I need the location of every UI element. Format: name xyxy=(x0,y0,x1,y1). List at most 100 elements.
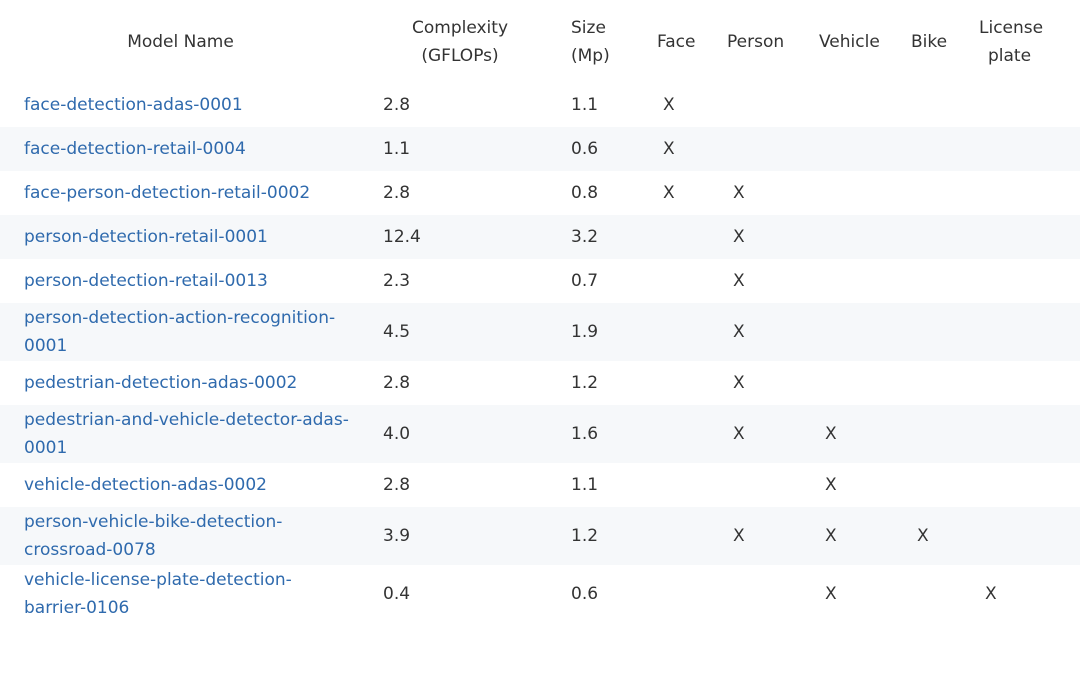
size-cell: 3.2 xyxy=(571,227,599,247)
face-cell xyxy=(657,507,727,565)
vehicle-cell xyxy=(819,259,911,303)
vehicle-cell xyxy=(819,171,911,215)
person-cell: X xyxy=(733,322,745,342)
size-cell: 1.6 xyxy=(571,424,599,444)
table-row: person-vehicle-bike-detection- crossroad… xyxy=(0,507,1080,565)
face-cell xyxy=(657,215,727,259)
person-cell: X xyxy=(733,271,745,291)
model-name-cell: person-detection-retail-0001 xyxy=(0,215,373,259)
model-link[interactable]: face-detection-adas-0001 xyxy=(24,95,243,115)
complexity-cell: 0.4 xyxy=(383,584,411,604)
size-cell: 1.2 xyxy=(571,373,599,393)
bike-cell xyxy=(911,303,979,361)
model-link[interactable]: person-detection-retail-0001 xyxy=(24,227,268,247)
table-row: vehicle-detection-adas-0002 2.8 1.1 X xyxy=(0,463,1080,507)
table-row: face-detection-retail-0004 1.1 0.6 X xyxy=(0,127,1080,171)
model-name-cell: pedestrian-detection-adas-0002 xyxy=(0,361,373,405)
person-cell: X xyxy=(733,183,745,203)
table-header: Model Name Complexity (GFLOPs) Size (Mp)… xyxy=(0,0,1080,83)
header-license-plate: License plate xyxy=(979,17,1044,66)
license-plate-cell xyxy=(979,303,1080,361)
size-cell: 1.9 xyxy=(571,322,599,342)
complexity-cell: 2.8 xyxy=(383,475,411,495)
face-cell xyxy=(657,405,727,463)
size-cell: 0.6 xyxy=(571,584,599,604)
table-row: pedestrian-detection-adas-0002 2.8 1.2 X xyxy=(0,361,1080,405)
complexity-cell: 2.8 xyxy=(383,373,411,393)
face-cell: X xyxy=(663,183,675,203)
header-vehicle: Vehicle xyxy=(819,31,880,52)
models-table: Model Name Complexity (GFLOPs) Size (Mp)… xyxy=(0,0,1080,623)
face-cell xyxy=(657,565,727,623)
header-face: Face xyxy=(657,31,696,52)
model-link[interactable]: person-vehicle-bike-detection- crossroad… xyxy=(24,512,283,560)
complexity-cell: 4.5 xyxy=(383,322,411,342)
model-link[interactable]: pedestrian-and-vehicle-detector-adas- 00… xyxy=(24,410,349,458)
person-cell xyxy=(727,565,819,623)
model-link[interactable]: pedestrian-detection-adas-0002 xyxy=(24,373,298,393)
model-name-cell: person-detection-retail-0013 xyxy=(0,259,373,303)
vehicle-cell xyxy=(819,215,911,259)
person-cell: X xyxy=(733,526,745,546)
model-link[interactable]: vehicle-license-plate-detection- barrier… xyxy=(24,570,292,618)
complexity-cell: 3.9 xyxy=(383,526,411,546)
person-cell: X xyxy=(733,227,745,247)
header-row: Model Name Complexity (GFLOPs) Size (Mp)… xyxy=(0,0,1080,83)
license-plate-cell xyxy=(979,507,1080,565)
size-cell: 0.8 xyxy=(571,183,599,203)
face-cell: X xyxy=(663,95,675,115)
person-cell xyxy=(727,127,819,171)
person-cell xyxy=(727,83,819,127)
table-row: vehicle-license-plate-detection- barrier… xyxy=(0,565,1080,623)
model-link[interactable]: person-detection-retail-0013 xyxy=(24,271,268,291)
person-cell xyxy=(727,463,819,507)
model-link[interactable]: face-person-detection-retail-0002 xyxy=(24,183,311,203)
model-name-cell: person-detection-action-recognition- 000… xyxy=(0,303,373,361)
license-plate-cell xyxy=(979,361,1080,405)
bike-cell xyxy=(911,361,979,405)
size-cell: 0.7 xyxy=(571,271,599,291)
model-link[interactable]: face-detection-retail-0004 xyxy=(24,139,246,159)
bike-cell xyxy=(911,565,979,623)
model-name-cell: face-person-detection-retail-0002 xyxy=(0,171,373,215)
header-size: Size (Mp) xyxy=(571,17,610,66)
vehicle-cell: X xyxy=(825,424,837,444)
model-name-cell: face-detection-adas-0001 xyxy=(0,83,373,127)
header-person: Person xyxy=(727,31,785,52)
complexity-cell: 12.4 xyxy=(383,227,421,247)
vehicle-cell xyxy=(819,83,911,127)
complexity-cell: 1.1 xyxy=(383,139,411,159)
vehicle-cell: X xyxy=(825,526,837,546)
vehicle-cell xyxy=(819,361,911,405)
face-cell xyxy=(657,303,727,361)
size-cell: 0.6 xyxy=(571,139,599,159)
model-name-cell: face-detection-retail-0004 xyxy=(0,127,373,171)
model-name-cell: person-vehicle-bike-detection- crossroad… xyxy=(0,507,373,565)
face-cell: X xyxy=(663,139,675,159)
table-row: person-detection-retail-0013 2.3 0.7 X xyxy=(0,259,1080,303)
size-cell: 1.2 xyxy=(571,526,599,546)
license-plate-cell xyxy=(979,171,1080,215)
license-plate-cell xyxy=(979,215,1080,259)
person-cell: X xyxy=(733,424,745,444)
bike-cell xyxy=(911,463,979,507)
bike-cell: X xyxy=(917,526,929,546)
bike-cell xyxy=(911,215,979,259)
license-plate-cell xyxy=(979,127,1080,171)
bike-cell xyxy=(911,259,979,303)
face-cell xyxy=(657,259,727,303)
header-complexity: Complexity (GFLOPs) xyxy=(411,17,508,66)
header-model-name: Model Name xyxy=(127,31,234,52)
license-plate-cell: X xyxy=(985,584,997,604)
model-link[interactable]: vehicle-detection-adas-0002 xyxy=(24,475,267,495)
table-row: face-person-detection-retail-0002 2.8 0.8 X… xyxy=(0,171,1080,215)
bike-cell xyxy=(911,171,979,215)
complexity-cell: 2.3 xyxy=(383,271,411,291)
size-cell: 1.1 xyxy=(571,95,599,115)
table-row: face-detection-adas-0001 2.8 1.1 X xyxy=(0,83,1080,127)
face-cell xyxy=(657,463,727,507)
vehicle-cell: X xyxy=(825,584,837,604)
license-plate-cell xyxy=(979,463,1080,507)
model-link[interactable]: person-detection-action-recognition- 000… xyxy=(24,308,336,356)
